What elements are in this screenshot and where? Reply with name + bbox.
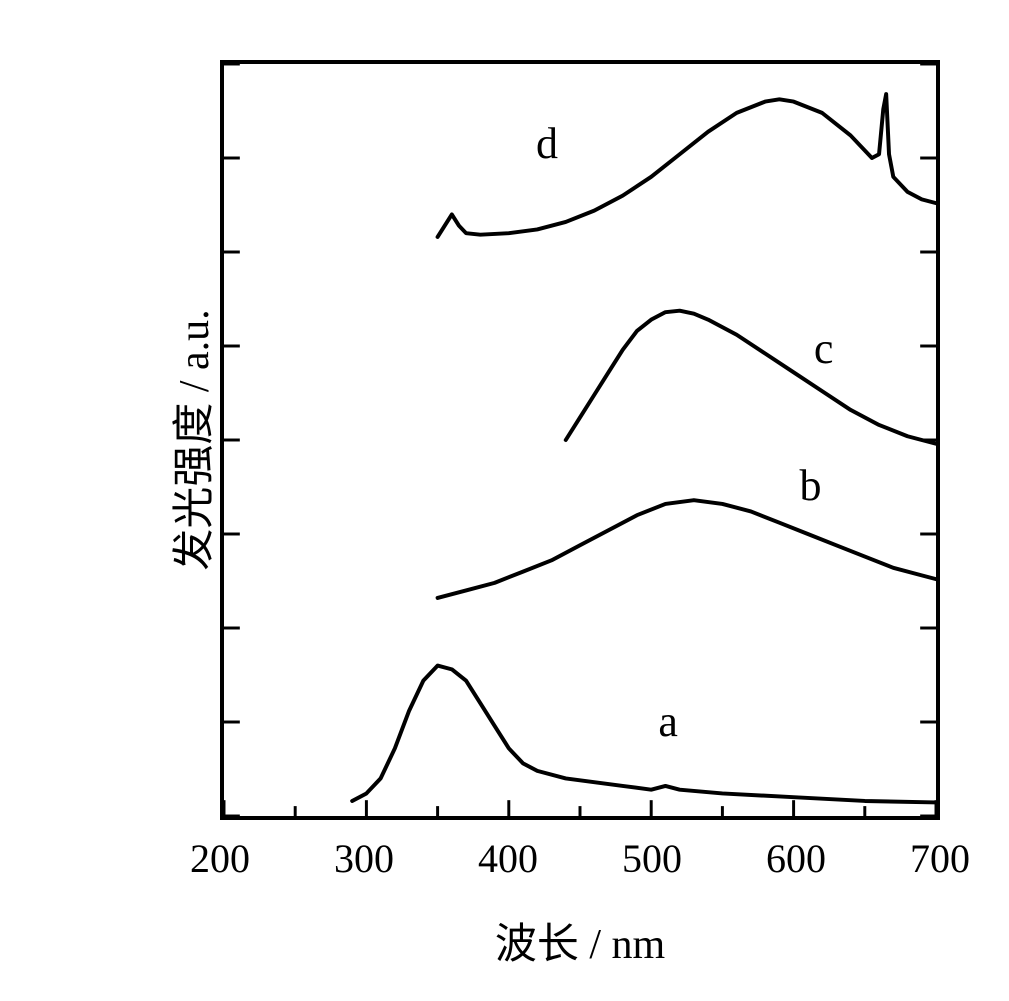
x-tick-label: 700 xyxy=(910,835,970,882)
plot-area: a b c d xyxy=(220,60,940,820)
x-axis-label: 波长 / nm xyxy=(220,910,940,971)
curve-label-a: a xyxy=(658,696,678,747)
x-tick-label: 500 xyxy=(622,835,682,882)
x-tick-label: 400 xyxy=(478,835,538,882)
y-axis-label: 发光强度 / a.u. xyxy=(160,309,221,570)
curve-label-d: d xyxy=(536,118,558,169)
x-tick-label: 600 xyxy=(766,835,826,882)
x-tick-label: 200 xyxy=(190,835,250,882)
curve-label-c: c xyxy=(814,323,834,374)
curves-svg xyxy=(224,64,936,816)
x-tick-label: 300 xyxy=(334,835,394,882)
curve-label-b: b xyxy=(800,460,822,511)
spectra-chart: a b c d 发光强度 / a.u. 波长 / nm 200300400500… xyxy=(40,40,969,961)
